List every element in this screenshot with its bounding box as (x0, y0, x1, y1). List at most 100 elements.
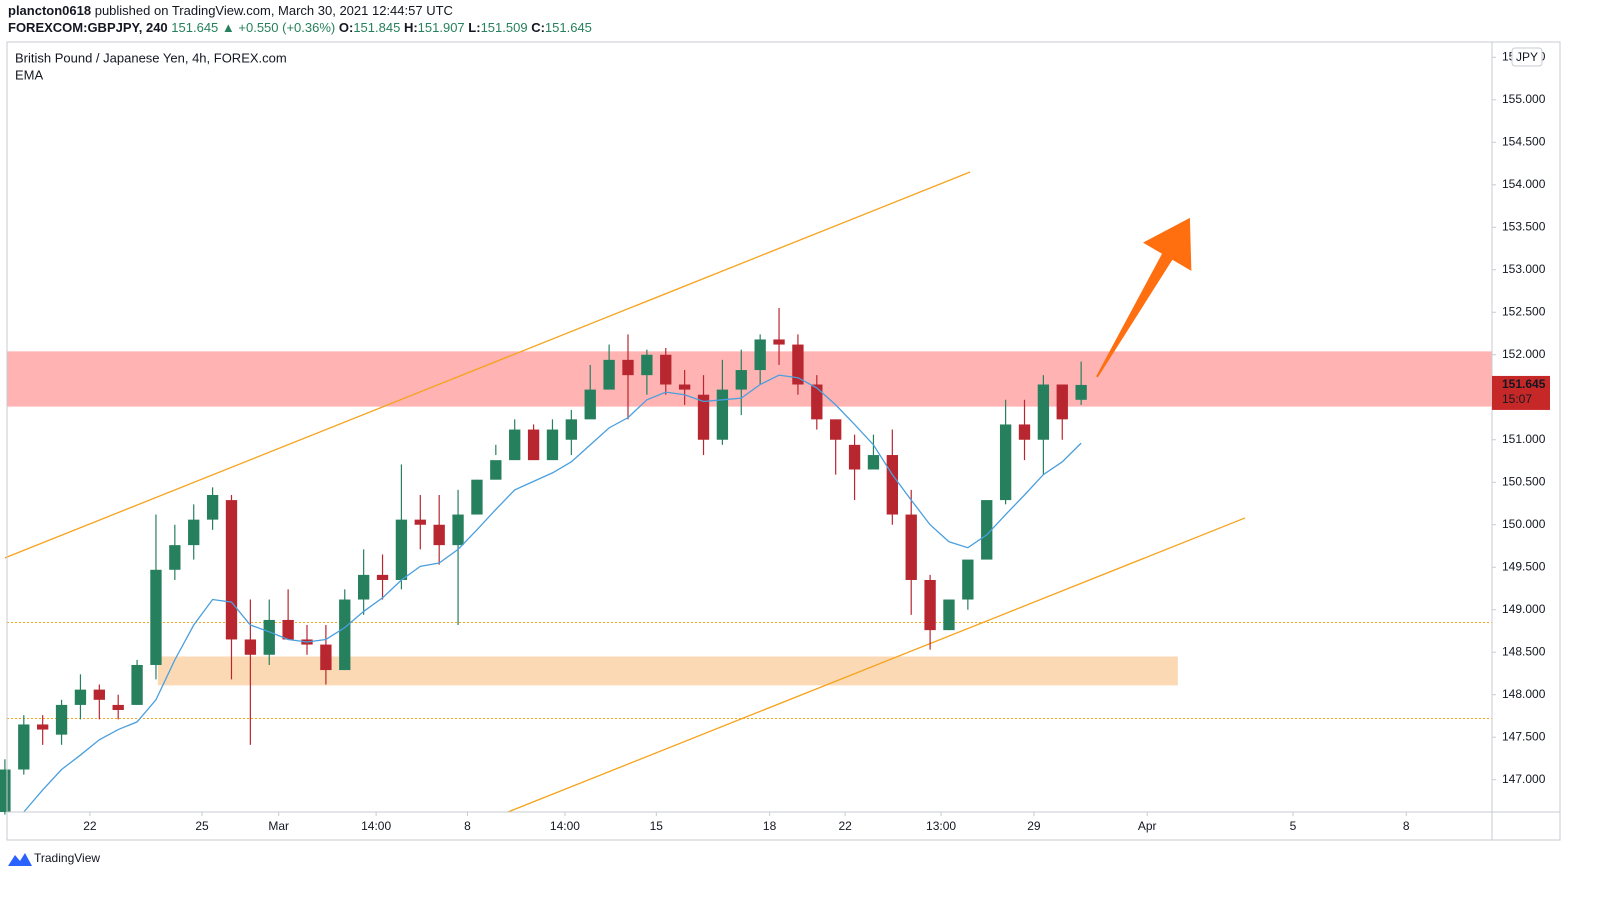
candle-body (376, 574, 389, 580)
zone (7, 351, 1492, 407)
o-key: O: (339, 20, 353, 35)
x-tick-label: 14:00 (361, 819, 391, 833)
candle-body (471, 479, 483, 515)
candle-body (206, 494, 219, 520)
candle-body (282, 619, 294, 640)
candle-body (565, 419, 578, 440)
y-tick-label: 153.500 (1502, 219, 1546, 233)
chart-title: British Pound / Japanese Yen, 4h, FOREX.… (15, 50, 287, 65)
x-tick-label: Mar (268, 819, 289, 833)
l-key: L: (468, 20, 480, 35)
candle-body (18, 724, 30, 770)
h-value: 151.907 (418, 20, 465, 35)
y-tick-label: 150.500 (1502, 474, 1546, 488)
candle-body (339, 599, 351, 671)
candle-body (150, 569, 162, 665)
candle-body (905, 514, 917, 580)
trend-line (4, 171, 971, 559)
candle-body (1037, 384, 1050, 440)
y-tick-label: 148.000 (1502, 687, 1546, 701)
y-tick-label: 149.500 (1502, 559, 1546, 573)
last: 151.645 (171, 20, 218, 35)
candle-body (433, 524, 445, 546)
change: ▲ +0.550 (+0.36%) (222, 20, 335, 35)
last-price-label: 151.645 (1502, 377, 1546, 391)
candle-body (74, 689, 87, 705)
candle-body (981, 500, 993, 560)
candle-body (546, 429, 559, 461)
currency: JPY (1516, 50, 1538, 64)
x-tick-label: 14:00 (550, 819, 580, 833)
candle-body (962, 559, 974, 600)
last-price-box (1492, 375, 1550, 410)
countdown: 15:07 (1502, 392, 1532, 406)
frame (6, 41, 1561, 841)
candle-body (527, 429, 540, 461)
x-tick-label: 29 (1027, 819, 1041, 833)
c-key: C: (531, 20, 545, 35)
published: published on TradingView.com, March 30, … (95, 3, 453, 18)
c-value: 151.645 (545, 20, 592, 35)
y-tick-label: 151.000 (1502, 432, 1546, 446)
y-tick-label: 152.500 (1502, 304, 1546, 318)
y-tick-label: 155.000 (1502, 92, 1546, 106)
symbol: FOREXCOM:GBPJPY, 240 (8, 20, 168, 35)
candle-body (37, 724, 49, 730)
candle-body (754, 339, 766, 371)
candle-body (414, 519, 426, 525)
candle-body (716, 389, 729, 440)
candle-body (886, 455, 898, 515)
candle-body (1018, 424, 1031, 440)
publisher: plancton0618 (8, 3, 91, 18)
x-tick-label: 8 (464, 819, 471, 833)
candle-body (867, 455, 880, 470)
x-tick-label: 22 (838, 819, 852, 833)
candle-body (773, 339, 785, 345)
candle-body (169, 545, 181, 570)
candle-body (603, 359, 615, 390)
y-tick-label: 147.500 (1502, 729, 1546, 743)
y-tick-label: 153.000 (1502, 262, 1546, 276)
candle-body (678, 384, 691, 390)
candle-body (225, 500, 238, 640)
candle-body (188, 519, 200, 546)
currency-badge (1511, 47, 1543, 67)
footer: TradingView (8, 851, 100, 866)
brand: TradingView (34, 851, 100, 865)
candle-body (357, 574, 370, 600)
candle-body (622, 359, 634, 376)
candle-body (660, 354, 672, 385)
l-value: 151.509 (481, 20, 528, 35)
candle-body (924, 579, 936, 631)
x-tick-label: 13:00 (926, 819, 956, 833)
axes: 147.000 147.500 148.000 148.500 149.000 149.5… (83, 47, 1550, 833)
indicator: EMA (15, 67, 44, 82)
y-tick-label: 154.500 (1502, 134, 1546, 148)
o-value: 151.845 (353, 20, 400, 35)
candle-body (263, 619, 275, 655)
x-tick-label: Apr (1138, 819, 1157, 833)
candle-body (395, 519, 408, 580)
candle-body (584, 389, 596, 420)
h-key: H: (404, 20, 418, 35)
y-tick-label: 148.500 (1502, 644, 1546, 658)
candle-body (830, 419, 842, 440)
trend-line (507, 517, 1246, 813)
candle-body (131, 664, 143, 705)
x-tick-label: 25 (195, 819, 209, 833)
candle-body (811, 384, 823, 420)
candle-body (848, 444, 861, 470)
candle-body (641, 354, 653, 376)
ema-line (23, 374, 1082, 813)
candle-body (792, 344, 804, 385)
y-tick-label: 147.000 (1502, 772, 1546, 786)
y-tick-label: 150.000 (1502, 517, 1546, 531)
candle-body (452, 514, 464, 546)
candle-body (697, 394, 710, 440)
x-tick-label: 5 (1290, 819, 1297, 833)
x-tick-label: 8 (1403, 819, 1410, 833)
candle-body (735, 370, 747, 390)
candle-body (244, 639, 257, 655)
candle-body (999, 424, 1012, 501)
